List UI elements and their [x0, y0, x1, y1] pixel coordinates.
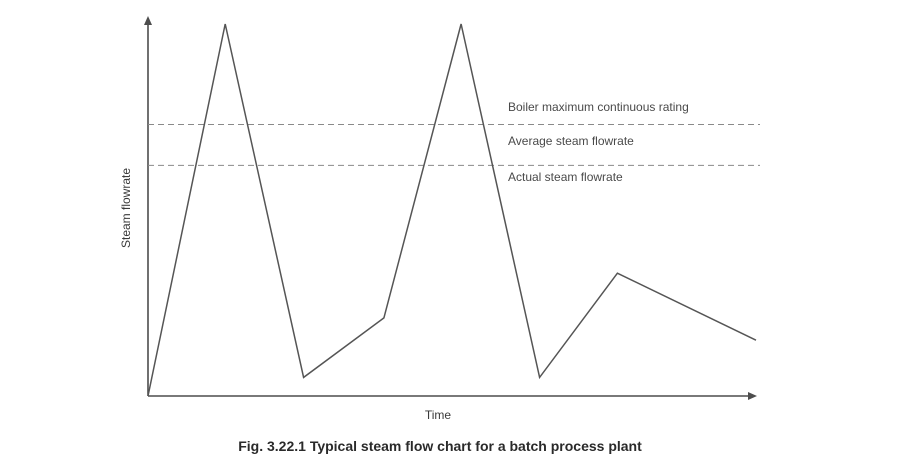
x-axis-label: Time	[425, 408, 452, 422]
annotation-boiler-mcr: Boiler maximum continuous rating	[508, 100, 689, 114]
y-axis-arrow	[144, 16, 152, 25]
reference-lines	[148, 123, 760, 166]
figure-caption: Fig. 3.22.1 Typical steam flow chart for…	[238, 438, 642, 454]
y-axis-label: Steam flowrate	[119, 168, 133, 248]
series-group	[147, 23, 757, 397]
x-axis-arrow	[748, 392, 757, 400]
annotation-average-flowrate: Average steam flowrate	[508, 134, 634, 148]
series-line-actual-steam-flowrate	[147, 23, 757, 397]
annotation-actual-flowrate: Actual steam flowrate	[508, 170, 623, 184]
